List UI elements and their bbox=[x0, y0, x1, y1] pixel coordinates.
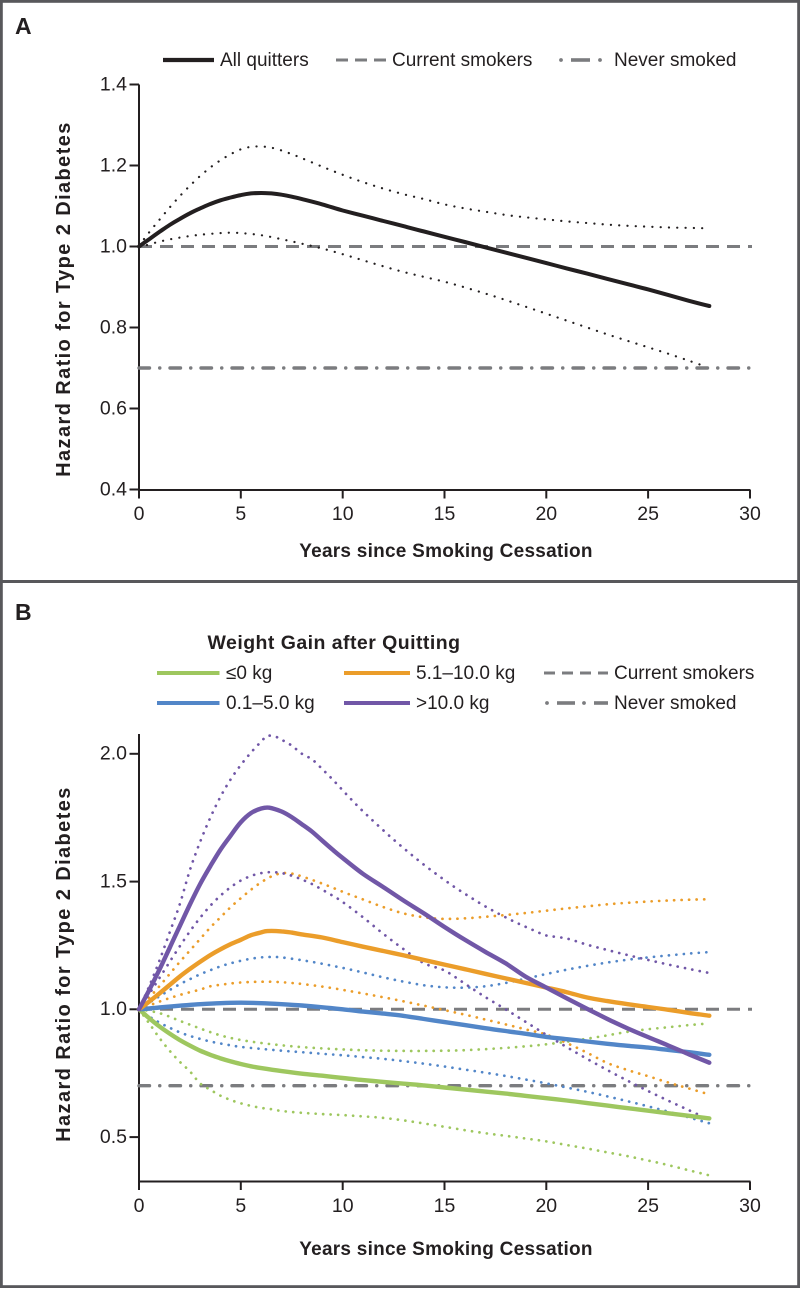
svg-text:5: 5 bbox=[235, 503, 246, 525]
svg-text:0.5: 0.5 bbox=[100, 1126, 127, 1148]
svg-text:1.2: 1.2 bbox=[100, 154, 127, 176]
svg-text:Hazard Ratio for Type 2 Diabet: Hazard Ratio for Type 2 Diabetes bbox=[53, 786, 75, 1142]
svg-text:1.4: 1.4 bbox=[100, 73, 127, 95]
svg-text:1.0: 1.0 bbox=[100, 998, 127, 1020]
svg-text:Current smokers: Current smokers bbox=[614, 663, 754, 684]
svg-text:All quitters: All quitters bbox=[220, 50, 309, 71]
svg-text:15: 15 bbox=[434, 1195, 456, 1217]
svg-text:B: B bbox=[15, 599, 32, 625]
svg-text:30: 30 bbox=[739, 503, 761, 525]
svg-text:≤0 kg: ≤0 kg bbox=[226, 663, 272, 684]
svg-text:Years since Smoking Cessation: Years since Smoking Cessation bbox=[299, 1239, 592, 1260]
svg-text:0: 0 bbox=[134, 503, 145, 525]
svg-text:5: 5 bbox=[235, 1195, 246, 1217]
svg-text:0.8: 0.8 bbox=[100, 316, 127, 338]
svg-text:0.4: 0.4 bbox=[100, 478, 127, 500]
svg-text:Never smoked: Never smoked bbox=[614, 50, 737, 71]
svg-text:0.6: 0.6 bbox=[100, 397, 127, 419]
svg-text:Years since Smoking Cessation: Years since Smoking Cessation bbox=[299, 541, 592, 562]
svg-text:25: 25 bbox=[637, 503, 659, 525]
svg-text:>10.0 kg: >10.0 kg bbox=[416, 693, 489, 714]
svg-text:0: 0 bbox=[134, 1195, 145, 1217]
svg-text:5.1–10.0 kg: 5.1–10.0 kg bbox=[416, 663, 515, 684]
svg-text:15: 15 bbox=[434, 503, 456, 525]
svg-text:Never smoked: Never smoked bbox=[614, 693, 737, 714]
svg-text:Current smokers: Current smokers bbox=[392, 50, 532, 71]
svg-text:10: 10 bbox=[332, 1195, 354, 1217]
svg-text:1.0: 1.0 bbox=[100, 235, 127, 257]
svg-text:0.1–5.0 kg: 0.1–5.0 kg bbox=[226, 693, 315, 714]
svg-text:20: 20 bbox=[535, 1195, 557, 1217]
svg-text:1.5: 1.5 bbox=[100, 870, 127, 892]
svg-text:10: 10 bbox=[332, 503, 354, 525]
svg-text:2.0: 2.0 bbox=[100, 743, 127, 765]
svg-text:Weight Gain after Quitting: Weight Gain after Quitting bbox=[208, 632, 461, 654]
svg-text:20: 20 bbox=[535, 503, 557, 525]
svg-text:25: 25 bbox=[637, 1195, 659, 1217]
svg-text:Hazard Ratio for Type 2 Diabet: Hazard Ratio for Type 2 Diabetes bbox=[53, 121, 75, 477]
svg-text:30: 30 bbox=[739, 1195, 761, 1217]
svg-text:A: A bbox=[15, 13, 32, 39]
